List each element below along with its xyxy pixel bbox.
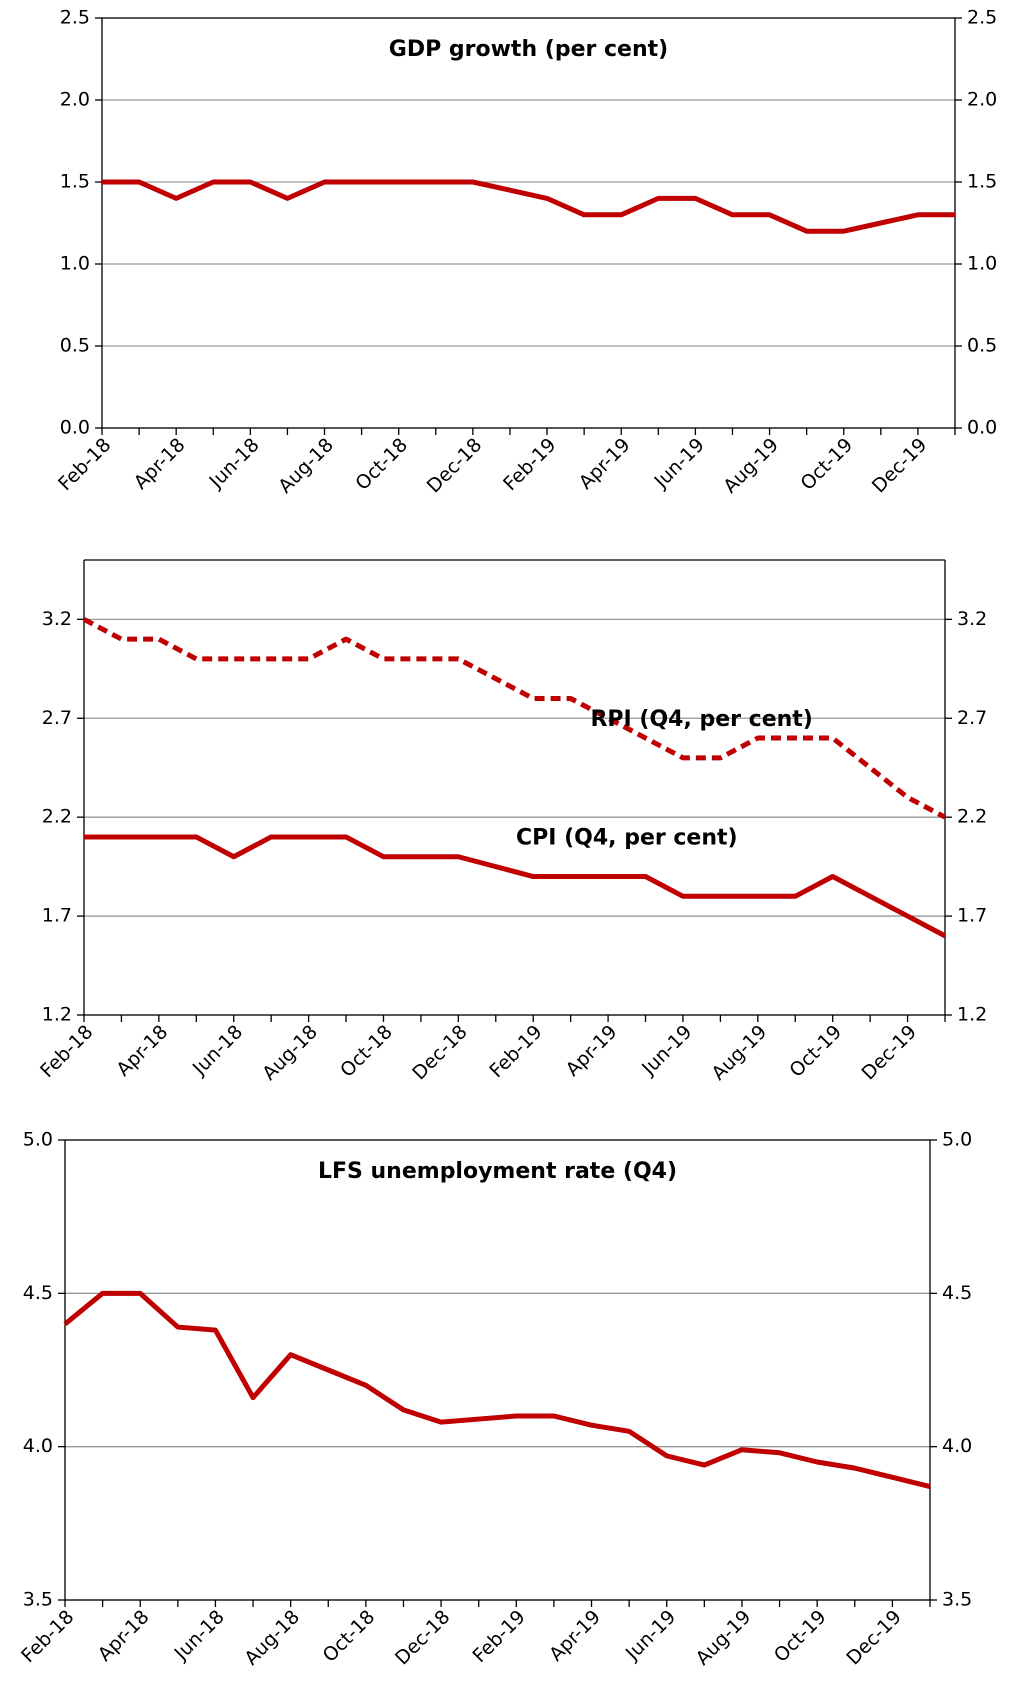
chart-title: GDP growth (per cent) (389, 37, 668, 62)
series-line (82, 617, 947, 820)
series-label: RPI (Q4, per cent) (590, 707, 812, 732)
y2-tick-label: 1.5 (967, 171, 997, 193)
y2-tick-label: 0.5 (967, 335, 997, 357)
x-tick-label: Feb-19 (485, 1021, 546, 1082)
x-tick-label: Apr-18 (94, 1606, 154, 1666)
x-tick-label: Aug-19 (719, 434, 783, 498)
y-tick-label: 5.0 (23, 1129, 53, 1151)
x-tick-label: Apr-19 (575, 434, 635, 494)
y2-tick-label: 2.2 (957, 806, 987, 828)
x-tick-label: Feb-18 (17, 1606, 78, 1667)
x-tick-label: Apr-19 (545, 1606, 605, 1666)
series-line (102, 179, 955, 234)
x-tick-label: Aug-18 (258, 1021, 322, 1085)
y-tick-label: 0.5 (60, 335, 90, 357)
x-tick-label: Dec-19 (868, 434, 932, 498)
y2-tick-label: 0.0 (967, 417, 997, 439)
x-tick-label: Dec-19 (842, 1606, 906, 1670)
x-tick-label: Aug-19 (708, 1021, 772, 1085)
x-tick-label: Dec-18 (408, 1021, 472, 1085)
series-line (63, 1290, 931, 1489)
y-tick-label: 1.2 (42, 1004, 72, 1026)
x-tick-label: Jun-19 (650, 434, 709, 493)
x-tick-label: Oct-19 (796, 434, 857, 495)
x-tick-label: Jun-19 (621, 1606, 680, 1665)
series-label: CPI (Q4, per cent) (516, 826, 738, 851)
y-tick-label: 2.2 (42, 806, 72, 828)
y-tick-label: 1.5 (60, 171, 90, 193)
x-tick-label: Aug-18 (274, 434, 338, 498)
x-tick-label: Oct-18 (351, 434, 412, 495)
x-tick-label: Dec-19 (857, 1021, 921, 1085)
y2-tick-label: 3.5 (942, 1589, 972, 1611)
x-tick-label: Apr-18 (112, 1021, 172, 1081)
series-line (84, 834, 947, 939)
x-tick-label: Feb-19 (499, 434, 560, 495)
x-tick-label: Oct-19 (785, 1021, 846, 1082)
y-tick-label: 1.7 (42, 905, 72, 927)
y-tick-label: 3.2 (42, 608, 72, 630)
y2-tick-label: 2.5 (967, 7, 997, 29)
chart-title: LFS unemployment rate (Q4) (318, 1159, 677, 1184)
x-tick-label: Oct-18 (336, 1021, 397, 1082)
x-tick-label: Jun-18 (205, 434, 264, 493)
y-tick-label: 2.7 (42, 707, 72, 729)
y-tick-label: 2.5 (60, 7, 90, 29)
y-tick-label: 1.0 (60, 253, 90, 275)
y2-tick-label: 1.2 (957, 1004, 987, 1026)
y-tick-label: 2.0 (60, 89, 90, 111)
x-tick-label: Jun-19 (637, 1021, 696, 1080)
y2-tick-label: 4.0 (942, 1435, 972, 1457)
y-tick-label: 4.5 (23, 1282, 53, 1304)
x-tick-label: Dec-18 (423, 434, 487, 498)
y2-tick-label: 3.2 (957, 608, 987, 630)
x-tick-label: Aug-19 (692, 1606, 756, 1670)
y2-tick-label: 1.7 (957, 905, 987, 927)
x-tick-label: Aug-18 (240, 1606, 304, 1670)
x-tick-label: Jun-18 (170, 1606, 229, 1665)
y2-tick-label: 1.0 (967, 253, 997, 275)
y2-tick-label: 4.5 (942, 1282, 972, 1304)
x-tick-label: Feb-18 (54, 434, 115, 495)
y-tick-label: 0.0 (60, 417, 90, 439)
x-tick-label: Apr-19 (562, 1021, 622, 1081)
y2-tick-label: 2.0 (967, 89, 997, 111)
y2-tick-label: 2.7 (957, 707, 987, 729)
y-tick-label: 4.0 (23, 1435, 53, 1457)
x-tick-label: Feb-18 (36, 1021, 97, 1082)
y-tick-label: 3.5 (23, 1589, 53, 1611)
x-tick-label: Feb-19 (468, 1606, 529, 1667)
x-tick-label: Dec-18 (391, 1606, 455, 1670)
x-tick-label: Oct-19 (770, 1606, 831, 1667)
x-tick-label: Oct-18 (319, 1606, 380, 1667)
y2-tick-label: 5.0 (942, 1129, 972, 1151)
x-tick-label: Apr-18 (130, 434, 190, 494)
x-tick-label: Jun-18 (188, 1021, 247, 1080)
